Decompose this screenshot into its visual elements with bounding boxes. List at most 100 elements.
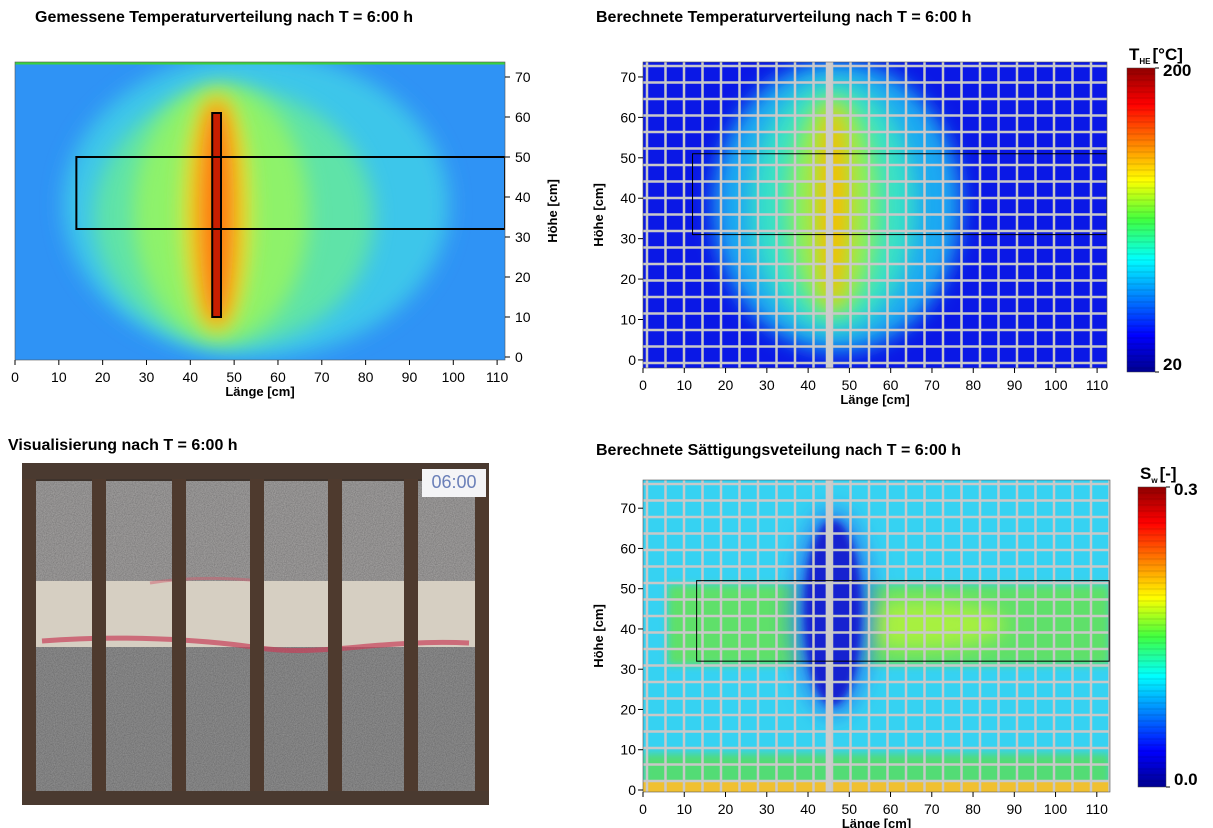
colorbar-label-part: S — [1140, 464, 1151, 483]
colorbar-tick-label: 200 — [1163, 61, 1191, 80]
frame-post — [22, 463, 36, 805]
heater — [211, 112, 222, 318]
y-tick-label: 10 — [620, 311, 636, 327]
field — [643, 62, 1107, 368]
y-tick-label: 20 — [620, 701, 636, 717]
y-tick-label: 50 — [620, 581, 636, 597]
colorbar — [1126, 67, 1156, 373]
y-tick-label: 0 — [515, 349, 523, 365]
y-tick-label: 30 — [620, 231, 636, 247]
field — [15, 62, 505, 360]
panel-title: Berechnete Sättigungsveteilung nach T = … — [596, 442, 961, 459]
x-tick-label: 100 — [1044, 801, 1068, 817]
frame-post — [475, 463, 489, 805]
layer-box — [75, 156, 505, 230]
colorbar-label-part: [-] — [1160, 464, 1177, 483]
frame-bottom — [22, 791, 489, 805]
frame-post — [172, 463, 186, 805]
x-tick-label: 10 — [676, 377, 692, 393]
colorbar-label: Sw [-] — [1140, 464, 1177, 485]
x-tick-label: 110 — [1086, 377, 1109, 393]
frame-post — [250, 463, 264, 805]
x-tick-label: 70 — [924, 377, 940, 393]
y-tick-label: 30 — [515, 229, 531, 245]
y-tick-label: 50 — [515, 149, 531, 165]
colorbar-label-part: w — [1150, 476, 1158, 485]
heater-line — [825, 480, 832, 792]
x-tick-label: 0 — [639, 801, 647, 817]
y-axis-label: Höhe [cm] — [545, 179, 560, 243]
y-tick-label: 70 — [515, 69, 531, 85]
y-tick-label: 40 — [515, 189, 531, 205]
x-tick-label: 70 — [924, 801, 940, 817]
x-tick-label: 80 — [965, 377, 981, 393]
y-tick-label: 50 — [620, 150, 636, 166]
x-tick-label: 30 — [759, 377, 775, 393]
x-tick-label: 10 — [676, 801, 692, 817]
x-tick-label: 50 — [842, 377, 858, 393]
y-tick-label: 60 — [620, 540, 636, 556]
y-tick-label: 70 — [620, 69, 636, 85]
colorbar-label-part: T — [1129, 45, 1140, 64]
frame-post — [328, 463, 342, 805]
colorbar-tick-label: 0.3 — [1174, 480, 1198, 499]
x-tick-label: 70 — [314, 369, 330, 385]
y-axis-label: Höhe [cm] — [591, 183, 606, 247]
colorbar — [1137, 486, 1167, 788]
x-axis-label: Länge [cm] — [842, 816, 911, 828]
panel: Gemessene Temperaturverteilung nach T = … — [11, 9, 560, 399]
x-tick-label: 90 — [1007, 377, 1023, 393]
x-tick-label: 80 — [358, 369, 374, 385]
y-tick-label: 20 — [515, 269, 531, 285]
plot-frame — [642, 479, 1111, 793]
x-tick-label: 110 — [486, 369, 509, 385]
plot-frame — [14, 61, 506, 361]
y-tick-label: 20 — [620, 271, 636, 287]
x-tick-label: 0 — [11, 369, 19, 385]
y-tick-label: 10 — [515, 309, 531, 325]
x-tick-label: 100 — [1044, 377, 1068, 393]
y-tick-label: 40 — [620, 190, 636, 206]
colorbar-tick-label: 20 — [1163, 355, 1182, 374]
x-tick-label: 110 — [1086, 801, 1109, 817]
y-tick-label: 40 — [620, 621, 636, 637]
frame-post — [404, 463, 418, 805]
x-tick-label: 20 — [718, 377, 734, 393]
x-tick-label: 90 — [402, 369, 418, 385]
y-tick-label: 0 — [628, 352, 636, 368]
y-tick-label: 10 — [620, 742, 636, 758]
heater-line — [825, 62, 832, 368]
x-tick-label: 0 — [639, 377, 647, 393]
x-tick-label: 90 — [1007, 801, 1023, 817]
x-tick-label: 100 — [442, 369, 466, 385]
x-tick-label: 10 — [51, 369, 67, 385]
field — [643, 480, 1110, 792]
panel: Berechnete Sättigungsveteilung nach T = … — [591, 442, 1198, 828]
layer-box — [692, 153, 1107, 236]
y-tick-label: 60 — [620, 109, 636, 125]
timestamp-box — [422, 469, 486, 497]
y-tick-label: 30 — [620, 661, 636, 677]
frame-top — [22, 463, 489, 479]
colorbar-label-part: [°C] — [1153, 45, 1183, 64]
panel-title: Berechnete Temperaturverteilung nach T =… — [596, 9, 971, 26]
x-tick-label: 60 — [883, 801, 899, 817]
x-tick-label: 30 — [759, 801, 775, 817]
x-axis-label: Länge [cm] — [225, 384, 294, 399]
x-tick-label: 80 — [965, 801, 981, 817]
x-tick-label: 40 — [183, 369, 199, 385]
colorbar-tick-label: 0.0 — [1174, 770, 1198, 789]
x-tick-label: 50 — [226, 369, 242, 385]
x-tick-label: 50 — [841, 801, 857, 817]
layer-box — [696, 580, 1110, 662]
y-tick-label: 60 — [515, 109, 531, 125]
x-tick-label: 60 — [270, 369, 286, 385]
x-tick-label: 20 — [95, 369, 111, 385]
x-tick-label: 40 — [800, 377, 816, 393]
x-tick-label: 60 — [883, 377, 899, 393]
y-tick-label: 0 — [628, 782, 636, 798]
dye-streak — [149, 576, 261, 585]
field-band — [643, 781, 1110, 792]
colorbar-label: THE [°C] — [1129, 45, 1183, 66]
x-axis-label: Länge [cm] — [840, 392, 909, 407]
